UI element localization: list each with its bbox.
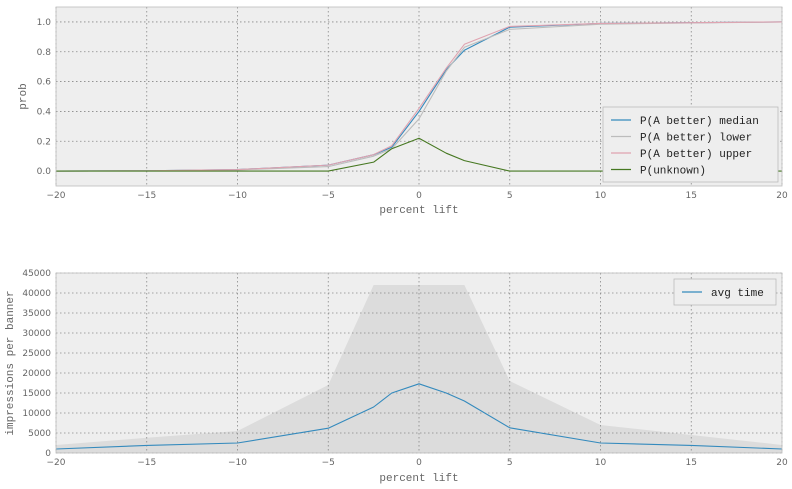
x-tick-label: 15 [686, 458, 697, 468]
x-tick-label: 5 [507, 191, 513, 201]
x-tick-label: 10 [595, 191, 607, 201]
y-tick-label: 45000 [22, 269, 51, 279]
legend-label: P(unknown) [640, 166, 706, 178]
x-tick-label: 10 [595, 458, 607, 468]
y-tick-label: 25000 [22, 349, 51, 359]
y-tick-label: 10000 [22, 409, 51, 419]
x-tick-label: −15 [137, 458, 156, 468]
y-tick-label: 35000 [22, 309, 51, 319]
legend-label: P(A better) lower [640, 133, 752, 145]
y-tick-label: 0.2 [37, 137, 51, 147]
legend-label: P(A better) median [640, 116, 759, 128]
y-tick-label: 5000 [28, 429, 51, 439]
x-tick-label: −5 [322, 458, 335, 468]
x-tick-label: −5 [322, 191, 335, 201]
y-tick-label: 15000 [22, 389, 51, 399]
legend-label: avg time [711, 288, 764, 300]
y-tick-label: 40000 [22, 289, 51, 299]
y-tick-label: 0.8 [37, 48, 52, 58]
x-tick-label: −15 [137, 191, 156, 201]
y-tick-label: 0.6 [37, 78, 52, 88]
legend: avg time [674, 279, 776, 305]
y-tick-label: 0.0 [37, 167, 52, 177]
x-tick-label: 20 [776, 191, 788, 201]
x-tick-label: −20 [47, 191, 66, 201]
y-tick-label: 20000 [22, 369, 51, 379]
y-tick-label: 30000 [22, 329, 51, 339]
top-chart-panel: −20 −15 −10 −5 0 5 10 15 20 0.0 0.2 0.4 0.6 0.8 1.0 per… [18, 7, 788, 217]
x-tick-label: 15 [686, 191, 697, 201]
x-tick-label: −20 [47, 458, 66, 468]
x-axis-label: percent lift [379, 473, 458, 485]
x-tick-label: −10 [228, 458, 247, 468]
y-tick-label: 0 [45, 449, 51, 459]
legend-label: P(A better) upper [640, 149, 752, 161]
x-tick-label: 0 [416, 458, 422, 468]
legend: P(A better) median P(A better) lower P(A b… [603, 107, 778, 182]
x-tick-label: 5 [507, 458, 513, 468]
bottom-chart-panel: −20 −15 −10 −5 0 5 10 15 20 0 5000 10000 15000 20000 2… [5, 269, 788, 485]
x-axis-label: percent lift [379, 205, 458, 217]
y-tick-label: 1.0 [37, 18, 52, 28]
y-tick-label: 0.4 [37, 107, 52, 117]
x-tick-label: 20 [776, 458, 788, 468]
x-tick-label: −10 [228, 191, 247, 201]
y-axis-label: impressions per banner [5, 290, 17, 435]
y-axis-label: prob [18, 83, 30, 109]
x-tick-label: 0 [416, 191, 422, 201]
